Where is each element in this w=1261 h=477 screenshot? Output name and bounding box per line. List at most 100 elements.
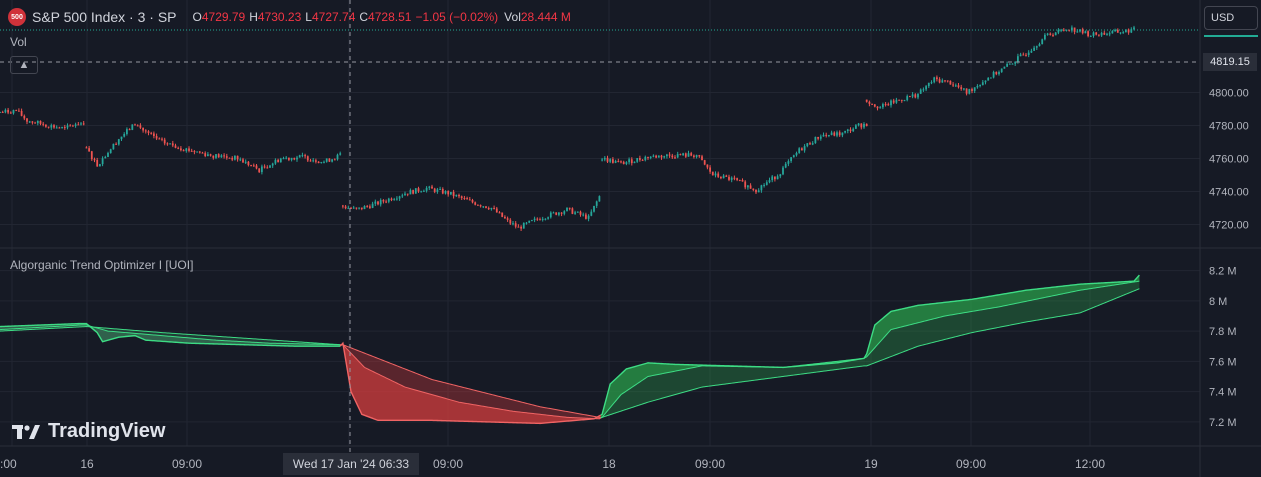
- candle-body: [290, 157, 293, 160]
- candle-body: [414, 188, 417, 194]
- tradingview-logo[interactable]: TradingView: [12, 420, 165, 443]
- collapse-button[interactable]: ▲: [10, 56, 38, 74]
- candle-body: [514, 223, 517, 227]
- candle-body: [898, 99, 900, 101]
- currency-selector[interactable]: USD: [1204, 6, 1258, 30]
- candle-body: [1052, 34, 1054, 36]
- candle-body: [423, 190, 425, 192]
- candle-body: [1046, 33, 1049, 35]
- candle-body: [1027, 52, 1030, 56]
- volume-pane-label[interactable]: Vol: [10, 35, 27, 49]
- time-tick-label: 09:00: [433, 457, 463, 471]
- candle-body: [185, 148, 188, 151]
- candle-body: [655, 155, 657, 158]
- candle-body: [266, 167, 269, 169]
- candle-body: [517, 226, 520, 228]
- candle-body: [177, 147, 180, 149]
- candle-body: [436, 189, 439, 192]
- candle-body: [466, 198, 468, 200]
- candle-body: [166, 143, 169, 145]
- symbol-logo[interactable]: 500: [8, 8, 26, 26]
- candle-body: [228, 157, 231, 159]
- candle-body: [660, 155, 663, 158]
- candle-body: [231, 157, 234, 160]
- tradingview-logo-icon: [12, 424, 40, 439]
- candle-body: [379, 200, 382, 205]
- time-tick-label: :00: [0, 457, 17, 471]
- candle-body: [99, 164, 101, 167]
- candle-body: [1125, 29, 1127, 33]
- candle-body: [574, 212, 576, 214]
- candle-body: [690, 153, 693, 156]
- candle-body: [1081, 29, 1084, 34]
- candle-body: [250, 165, 252, 167]
- candle-body: [984, 80, 987, 83]
- candle-body: [204, 153, 207, 157]
- candle-body: [136, 125, 139, 127]
- candle-body: [163, 139, 166, 144]
- candle-body: [814, 136, 817, 144]
- candle-body: [682, 153, 684, 156]
- candle-body: [112, 143, 115, 150]
- time-tick-label: 09:00: [172, 457, 202, 471]
- candle-body: [919, 89, 922, 94]
- indicator-slow-band: [0, 325, 342, 345]
- indicator-label[interactable]: Algorganic Trend Optimizer I [UOI]: [10, 258, 194, 272]
- candle-body: [722, 175, 725, 179]
- candle-body: [801, 148, 803, 151]
- candle-body: [234, 155, 236, 160]
- candle-body: [693, 155, 695, 157]
- currency-underline: [1204, 35, 1258, 37]
- candle-body: [1022, 54, 1025, 56]
- indicator-fast-band: [865, 275, 1140, 358]
- candle-body: [792, 155, 795, 158]
- candle-body: [647, 156, 649, 158]
- candle-body: [347, 207, 350, 209]
- candle-body: [317, 161, 320, 163]
- candle-body: [387, 198, 390, 202]
- candle-body: [358, 207, 360, 209]
- candle-body: [706, 164, 709, 168]
- candle-body: [976, 86, 979, 88]
- indicator-line-1: [340, 344, 601, 420]
- candle-body: [622, 161, 625, 165]
- symbol-title[interactable]: S&P 500 Index · 3 · SP: [32, 9, 177, 25]
- candle-body: [628, 159, 630, 163]
- candle-body: [903, 100, 906, 102]
- candle-body: [180, 148, 182, 151]
- candle-body: [1076, 31, 1079, 33]
- indicator-line-2: [600, 288, 1140, 418]
- candle-body: [1114, 29, 1116, 32]
- candle-body: [55, 127, 58, 129]
- candle-body: [1044, 34, 1046, 40]
- candle-body: [1062, 29, 1065, 31]
- tradingview-wordmark: TradingView: [48, 420, 166, 442]
- candle-body: [703, 160, 706, 165]
- candle-body: [657, 155, 660, 158]
- candle-body: [1084, 31, 1087, 34]
- candle-body: [828, 134, 830, 136]
- candle-body: [811, 143, 814, 145]
- candle-body: [93, 159, 96, 161]
- candle-body: [277, 159, 279, 163]
- candle-body: [641, 159, 644, 161]
- candle-body: [309, 160, 312, 162]
- candle-body: [566, 207, 568, 212]
- time-tick-label: 16: [80, 457, 94, 471]
- candle-body: [174, 145, 177, 148]
- candle-body: [90, 151, 93, 160]
- candle-body: [128, 129, 131, 131]
- candle-body: [217, 154, 220, 158]
- candle-body: [7, 109, 9, 113]
- candle-body: [563, 211, 566, 214]
- candle-body: [876, 106, 879, 109]
- candle-body: [582, 214, 585, 216]
- candle-body: [973, 87, 976, 91]
- candle-body: [1130, 29, 1133, 33]
- candle-body: [1060, 29, 1062, 31]
- candle-body: [244, 161, 247, 163]
- candle-body: [293, 157, 296, 160]
- candle-body: [1011, 63, 1014, 65]
- candle-body: [960, 87, 963, 89]
